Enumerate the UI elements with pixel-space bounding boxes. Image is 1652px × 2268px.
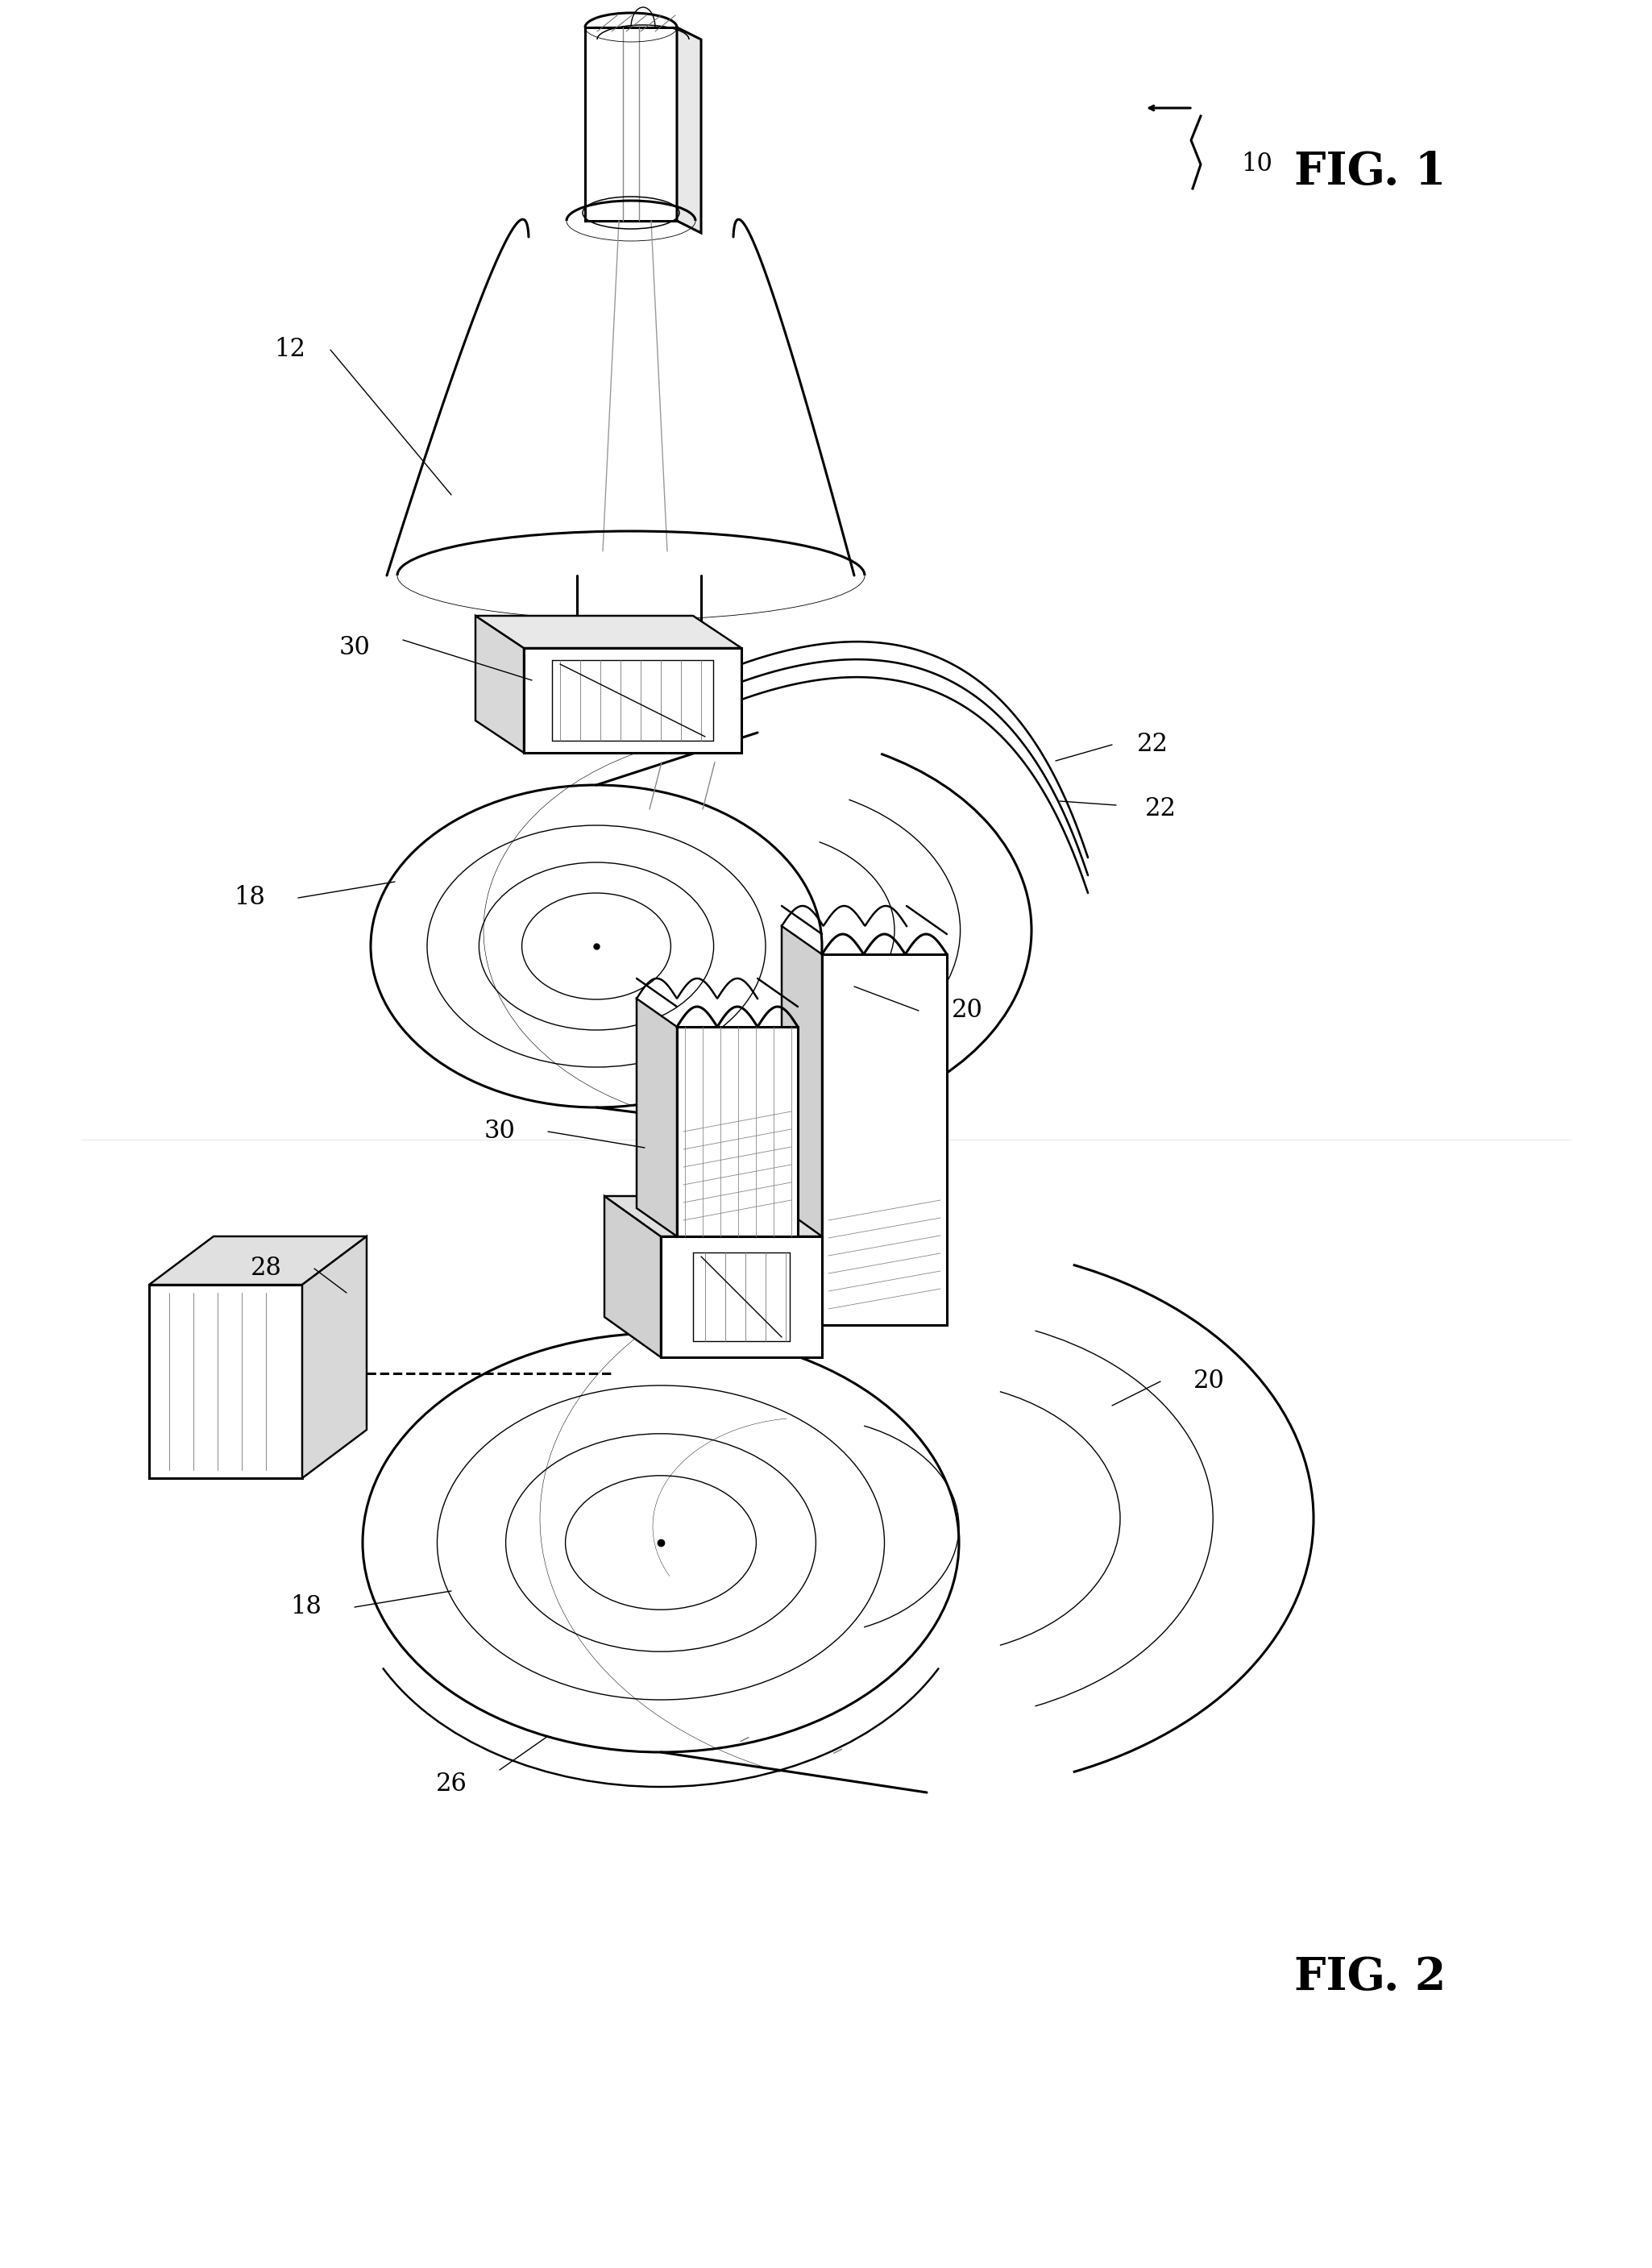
Polygon shape (302, 1236, 367, 1479)
Text: 12: 12 (274, 338, 306, 363)
Text: 20: 20 (952, 998, 983, 1023)
Polygon shape (476, 615, 524, 753)
Text: 22: 22 (1145, 796, 1176, 821)
Text: 10: 10 (1241, 152, 1272, 177)
Polygon shape (636, 998, 677, 1236)
Polygon shape (605, 1195, 823, 1236)
Text: FIG. 1: FIG. 1 (1294, 150, 1446, 195)
Polygon shape (476, 615, 742, 649)
Polygon shape (823, 955, 947, 1325)
Polygon shape (677, 1027, 798, 1236)
Polygon shape (149, 1236, 367, 1284)
Polygon shape (781, 925, 823, 1325)
Text: 26: 26 (436, 1771, 468, 1796)
Polygon shape (585, 27, 677, 220)
Polygon shape (149, 1284, 302, 1479)
Polygon shape (605, 1195, 661, 1356)
Text: 30: 30 (484, 1118, 515, 1143)
Text: 20: 20 (1193, 1370, 1224, 1395)
Text: 28: 28 (249, 1256, 281, 1281)
Text: 22: 22 (1137, 733, 1168, 758)
Text: 30: 30 (339, 635, 370, 660)
Polygon shape (524, 649, 742, 753)
Text: FIG. 2: FIG. 2 (1294, 1955, 1446, 2000)
Polygon shape (677, 27, 700, 234)
Text: 18: 18 (235, 885, 266, 909)
Polygon shape (661, 1236, 823, 1356)
Text: 18: 18 (291, 1594, 322, 1619)
